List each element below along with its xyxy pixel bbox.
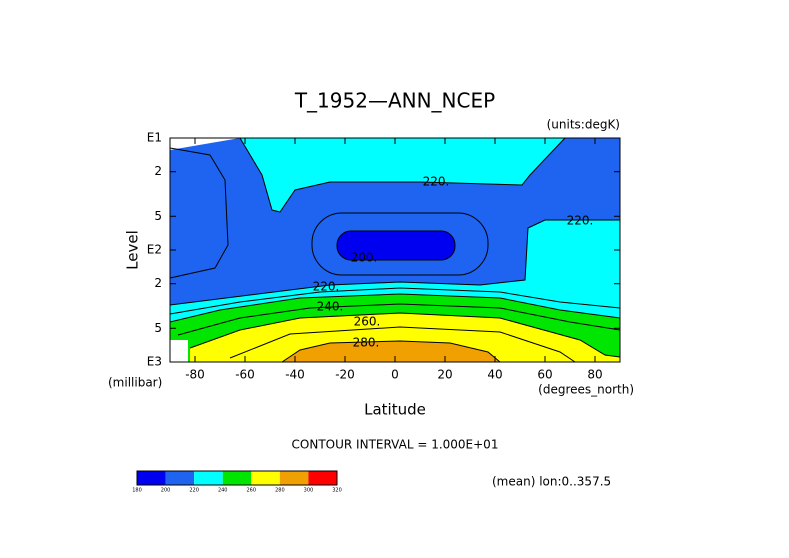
colorbar-label: 200 (161, 488, 171, 494)
y-tick-label: 5 (154, 321, 162, 335)
contour-line (169, 147, 229, 279)
contour-band (240, 138, 565, 212)
colorbar-label: 260 (247, 488, 257, 494)
x-tick-label: -20 (335, 368, 355, 382)
contour-line (281, 340, 501, 363)
colorbar-swatch (165, 471, 195, 485)
x-units: (degrees_north) (538, 383, 634, 397)
colorbar-swatch (251, 471, 280, 485)
colorbar-swatch (194, 471, 223, 485)
y-axis-label: Level (124, 230, 142, 270)
contour-line (229, 326, 576, 363)
x-tick-label: -80 (185, 368, 205, 382)
colorbar-swatch (308, 471, 337, 485)
x-tick-label: -40 (285, 368, 305, 382)
contour-band (337, 231, 455, 260)
contour-line (189, 312, 621, 358)
contour-band (190, 313, 620, 362)
colorbar-label: 240 (218, 488, 228, 494)
contour-line (169, 293, 621, 323)
colorbar-label: 280 (275, 488, 285, 494)
x-axis-label: Latitude (364, 401, 426, 419)
contour-line (311, 212, 489, 276)
missing-data (170, 340, 188, 362)
y-units: (millibar) (108, 376, 162, 390)
colorbar-label: 180 (132, 488, 142, 494)
colorbar-label: 220 (189, 488, 199, 494)
y-tick-label: 5 (154, 209, 162, 223)
footnote: (mean) lon:0..357.5 (492, 475, 611, 489)
contour-label: 200. (351, 251, 378, 265)
colorbar-frame (136, 470, 338, 486)
contour-label: 280. (353, 336, 380, 350)
colorbar-swatch (222, 471, 252, 485)
y-tick-label: E3 (147, 355, 162, 369)
contour-line (169, 219, 620, 306)
y-tick-label: 2 (154, 276, 162, 290)
contour-line (336, 230, 456, 261)
x-tick-label: -60 (235, 368, 255, 382)
contour-label: 260. (354, 315, 381, 329)
y-tick-label: E2 (147, 243, 162, 257)
contour-label: 220. (567, 214, 594, 228)
y-tick-label: E1 (147, 131, 162, 145)
colorbar-label: 300 (304, 488, 314, 494)
x-tick-label: 20 (437, 368, 452, 382)
x-tick-label: 0 (391, 368, 399, 382)
interval-note: CONTOUR INTERVAL = 1.000E+01 (292, 438, 499, 452)
contour-label: 240. (317, 300, 344, 314)
contour-label: 220. (313, 280, 340, 294)
colorbar-swatch (137, 471, 166, 485)
contour-line (239, 137, 566, 213)
units-label: (units:degK) (547, 118, 620, 132)
colorbar-label: 320 (332, 488, 342, 494)
y-tick-label: 2 (154, 164, 162, 178)
contour-line (169, 287, 621, 315)
x-tick-label: 40 (487, 368, 502, 382)
x-tick-label: 80 (587, 368, 602, 382)
contour-label: 220. (423, 175, 450, 189)
chart-title: T_1952—ANN_NCEP (294, 89, 495, 113)
contour-line (177, 303, 621, 336)
colorbar-swatch (279, 471, 309, 485)
x-tick-label: 60 (537, 368, 552, 382)
